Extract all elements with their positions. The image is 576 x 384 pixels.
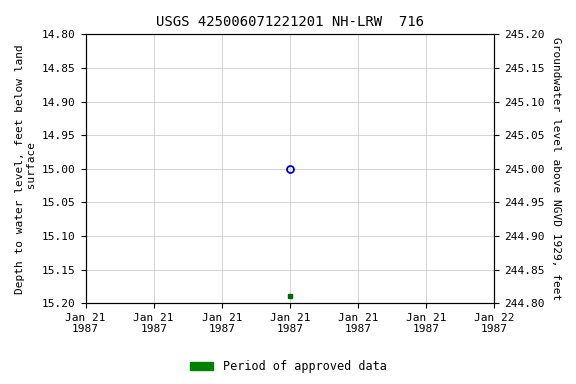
Y-axis label: Depth to water level, feet below land
 surface: Depth to water level, feet below land su… xyxy=(15,44,37,294)
Title: USGS 425006071221201 NH-LRW  716: USGS 425006071221201 NH-LRW 716 xyxy=(156,15,424,29)
Y-axis label: Groundwater level above NGVD 1929, feet: Groundwater level above NGVD 1929, feet xyxy=(551,37,561,300)
Legend: Period of approved data: Period of approved data xyxy=(185,356,391,378)
